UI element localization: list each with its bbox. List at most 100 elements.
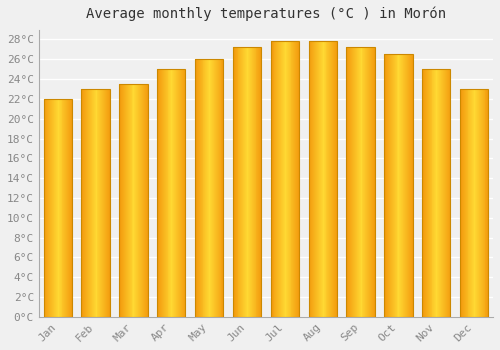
- Bar: [51, 99, 52, 317]
- Bar: [437, 69, 438, 317]
- Bar: [247, 47, 248, 317]
- Bar: [49, 99, 50, 317]
- Bar: [460, 89, 461, 317]
- Bar: [410, 54, 412, 317]
- Bar: [159, 69, 160, 317]
- Bar: [106, 89, 107, 317]
- Bar: [70, 99, 71, 317]
- Bar: [54, 99, 55, 317]
- Bar: [121, 84, 122, 317]
- Bar: [468, 89, 469, 317]
- Bar: [195, 59, 224, 317]
- Bar: [280, 41, 281, 317]
- Bar: [58, 99, 59, 317]
- Bar: [213, 59, 214, 317]
- Bar: [428, 69, 430, 317]
- Bar: [86, 89, 87, 317]
- Bar: [102, 89, 103, 317]
- Bar: [220, 59, 222, 317]
- Bar: [474, 89, 475, 317]
- Bar: [105, 89, 106, 317]
- Bar: [384, 54, 412, 317]
- Bar: [350, 47, 351, 317]
- Bar: [139, 84, 140, 317]
- Bar: [245, 47, 246, 317]
- Bar: [335, 41, 336, 317]
- Bar: [348, 47, 349, 317]
- Bar: [473, 89, 474, 317]
- Bar: [195, 59, 196, 317]
- Bar: [210, 59, 211, 317]
- Bar: [461, 89, 462, 317]
- Bar: [354, 47, 355, 317]
- Bar: [332, 41, 333, 317]
- Bar: [53, 99, 54, 317]
- Bar: [434, 69, 436, 317]
- Bar: [298, 41, 299, 317]
- Bar: [318, 41, 319, 317]
- Bar: [200, 59, 202, 317]
- Bar: [288, 41, 290, 317]
- Bar: [373, 47, 374, 317]
- Bar: [432, 69, 434, 317]
- Bar: [157, 69, 158, 317]
- Bar: [391, 54, 392, 317]
- Bar: [324, 41, 326, 317]
- Bar: [372, 47, 373, 317]
- Bar: [44, 99, 72, 317]
- Bar: [209, 59, 210, 317]
- Bar: [87, 89, 88, 317]
- Bar: [283, 41, 284, 317]
- Bar: [479, 89, 480, 317]
- Bar: [387, 54, 388, 317]
- Bar: [109, 89, 110, 317]
- Bar: [285, 41, 286, 317]
- Bar: [425, 69, 426, 317]
- Bar: [388, 54, 389, 317]
- Bar: [308, 41, 310, 317]
- Bar: [279, 41, 280, 317]
- Bar: [166, 69, 168, 317]
- Bar: [215, 59, 216, 317]
- Bar: [91, 89, 92, 317]
- Bar: [389, 54, 390, 317]
- Bar: [52, 99, 53, 317]
- Bar: [442, 69, 443, 317]
- Bar: [286, 41, 287, 317]
- Bar: [233, 47, 261, 317]
- Bar: [197, 59, 198, 317]
- Bar: [353, 47, 354, 317]
- Bar: [430, 69, 432, 317]
- Bar: [260, 47, 261, 317]
- Bar: [82, 89, 110, 317]
- Bar: [128, 84, 130, 317]
- Bar: [408, 54, 409, 317]
- Bar: [180, 69, 181, 317]
- Bar: [212, 59, 213, 317]
- Bar: [98, 89, 100, 317]
- Bar: [478, 89, 479, 317]
- Bar: [424, 69, 425, 317]
- Bar: [270, 41, 299, 317]
- Bar: [472, 89, 473, 317]
- Bar: [88, 89, 89, 317]
- Bar: [124, 84, 125, 317]
- Bar: [336, 41, 337, 317]
- Bar: [162, 69, 163, 317]
- Bar: [441, 69, 442, 317]
- Bar: [56, 99, 57, 317]
- Bar: [439, 69, 440, 317]
- Bar: [392, 54, 394, 317]
- Bar: [371, 47, 372, 317]
- Bar: [198, 59, 200, 317]
- Bar: [328, 41, 330, 317]
- Bar: [96, 89, 98, 317]
- Bar: [316, 41, 317, 317]
- Bar: [134, 84, 136, 317]
- Bar: [66, 99, 67, 317]
- Bar: [394, 54, 396, 317]
- Bar: [374, 47, 375, 317]
- Bar: [130, 84, 132, 317]
- Bar: [120, 84, 121, 317]
- Bar: [326, 41, 328, 317]
